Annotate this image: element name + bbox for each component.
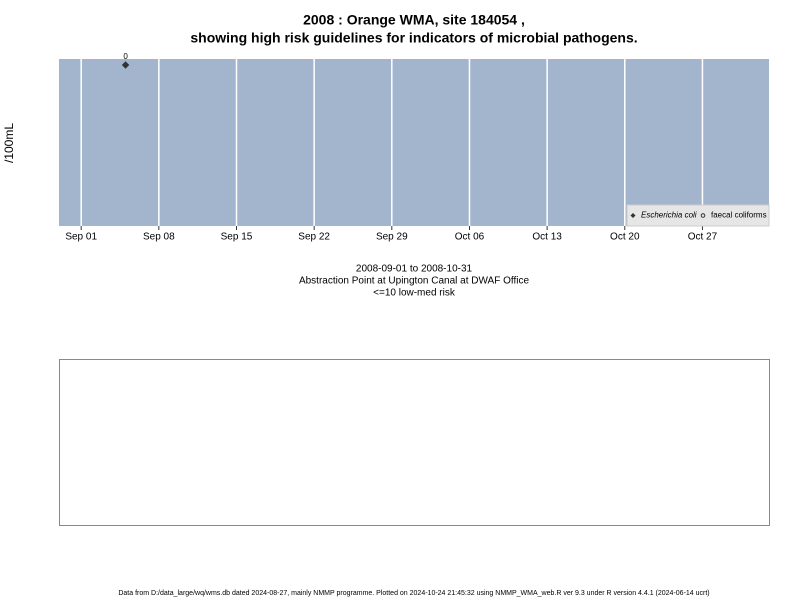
x-tick-label: Sep 22 xyxy=(298,232,330,243)
plot-area xyxy=(59,59,769,226)
x-tick-label: Sep 08 xyxy=(143,232,175,243)
x-tick-label: Sep 01 xyxy=(65,232,97,243)
legend-marker xyxy=(630,213,636,218)
data-label: 0 xyxy=(123,52,128,61)
subtitle: <=10 low-med risk xyxy=(373,288,456,299)
point xyxy=(121,61,130,69)
x-tick-label: Oct 13 xyxy=(532,232,562,243)
legend xyxy=(626,204,770,227)
subtitle: Abstraction Point at Upington Canal at D… xyxy=(299,276,530,287)
subtitle: 2008-09-01 to 2008-10-31 xyxy=(356,264,473,275)
x-tick-label: Oct 20 xyxy=(610,232,640,243)
legend-label: faecal coliforms xyxy=(711,211,767,220)
x-tick-label: Sep 15 xyxy=(221,232,253,243)
y-axis-label: /100mL xyxy=(2,123,16,163)
empty-panel xyxy=(59,359,770,526)
x-tick-label: Oct 27 xyxy=(688,232,718,243)
x-tick-label: Sep 29 xyxy=(376,232,408,243)
legend-label: Escherichia coli xyxy=(641,211,697,220)
chart-title: showing high risk guidelines for indicat… xyxy=(190,30,637,46)
chart-title: 2008 : Orange WMA, site 184054 , xyxy=(303,12,525,28)
x-tick-label: Oct 06 xyxy=(455,232,485,243)
footer: Data from D:/data_large/wq/wms.db dated … xyxy=(118,590,709,597)
legend-marker xyxy=(700,213,706,218)
